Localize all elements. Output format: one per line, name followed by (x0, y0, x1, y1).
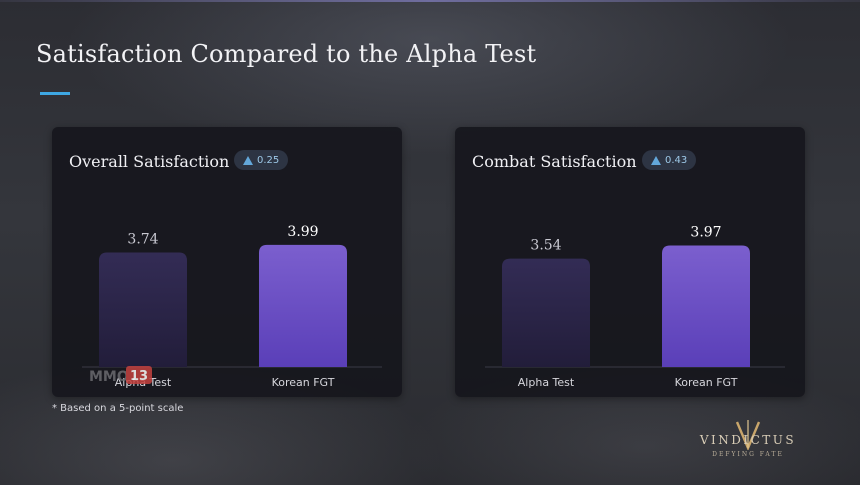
title-underline (40, 92, 70, 95)
delta-value: 0.25 (257, 154, 280, 166)
logo-wordmark: VINDICTUS (699, 433, 797, 447)
top-accent-line (0, 0, 860, 2)
data-label: 3.97 (690, 225, 721, 241)
bar-korean-fgt (662, 245, 750, 367)
svg-text:13: 13 (130, 369, 148, 384)
svg-text:MMO: MMO (89, 369, 129, 385)
up-triangle-icon (651, 155, 661, 165)
footnote: * Based on a 5-point scale (52, 403, 184, 414)
delta-badge: 0.25 (234, 150, 289, 170)
category-label: Alpha Test (518, 376, 575, 389)
data-label: 3.74 (127, 232, 158, 248)
data-label: 3.54 (530, 238, 561, 254)
bar-korean-fgt (259, 244, 347, 367)
panel-title: Overall Satisfaction (69, 152, 230, 171)
bar-alpha-test (99, 252, 187, 367)
watermark-logo: MMO 13 (89, 366, 152, 385)
slide-title: Satisfaction Compared to the Alpha Test (36, 40, 537, 68)
sword-v-icon (735, 420, 761, 450)
data-label: 3.99 (287, 224, 318, 240)
category-label: Korean FGT (675, 376, 738, 389)
up-triangle-icon (243, 155, 253, 165)
combat-satisfaction-chart: 3.54 Alpha Test 3.97 Korean FGT (485, 225, 785, 389)
category-label: Korean FGT (272, 376, 335, 389)
overall-satisfaction-panel: Overall Satisfaction 0.25 3.74Alpha Test… (52, 127, 402, 397)
panel-title: Combat Satisfaction (472, 152, 637, 171)
delta-badge: 0.43 (642, 150, 697, 170)
logo-tagline: DEFYING FATE (712, 451, 784, 458)
delta-value: 0.43 (665, 154, 688, 166)
combat-satisfaction-panel: Combat Satisfaction 0.43 3.54 Alpha Test 3… (455, 127, 805, 397)
vindictus-logo: VINDICTUS DEFYING FATE (688, 420, 808, 470)
bar-alpha-test (502, 258, 590, 367)
